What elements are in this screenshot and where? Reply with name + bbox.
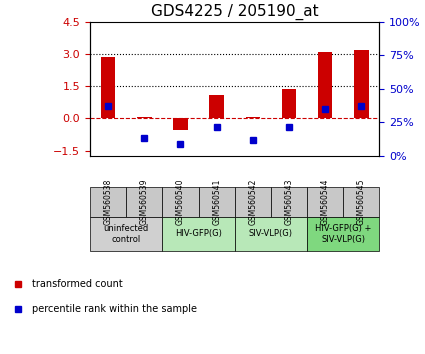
FancyBboxPatch shape [198, 187, 235, 217]
FancyBboxPatch shape [271, 187, 307, 217]
Text: SIV-VLP(G): SIV-VLP(G) [249, 229, 293, 238]
FancyBboxPatch shape [90, 217, 162, 251]
Title: GDS4225 / 205190_at: GDS4225 / 205190_at [151, 4, 319, 21]
FancyBboxPatch shape [162, 187, 198, 217]
Bar [137, 117, 151, 119]
FancyBboxPatch shape [235, 187, 271, 217]
Text: HIV-GFP(G): HIV-GFP(G) [175, 229, 222, 238]
Text: percentile rank within the sample: percentile rank within the sample [32, 304, 197, 314]
Text: uninfected
control: uninfected control [104, 224, 149, 244]
Bar [210, 95, 224, 119]
Text: HIV-GFP(G) +
SIV-VLP(G): HIV-GFP(G) + SIV-VLP(G) [315, 224, 371, 244]
Text: GSM560545: GSM560545 [357, 178, 366, 225]
FancyBboxPatch shape [162, 217, 235, 251]
FancyBboxPatch shape [307, 217, 380, 251]
Bar [282, 90, 296, 119]
Text: GSM560543: GSM560543 [284, 178, 294, 225]
Bar [173, 119, 188, 130]
Text: GSM560539: GSM560539 [140, 178, 149, 225]
Text: GSM560544: GSM560544 [321, 178, 330, 225]
Text: GSM560538: GSM560538 [104, 179, 113, 225]
Bar [354, 50, 368, 119]
FancyBboxPatch shape [235, 217, 307, 251]
Bar [101, 57, 115, 119]
FancyBboxPatch shape [307, 187, 343, 217]
Bar [246, 117, 260, 119]
FancyBboxPatch shape [90, 187, 126, 217]
Text: GSM560541: GSM560541 [212, 179, 221, 225]
FancyBboxPatch shape [126, 187, 162, 217]
FancyBboxPatch shape [343, 187, 380, 217]
Text: transformed count: transformed count [32, 279, 123, 289]
Text: GSM560542: GSM560542 [248, 179, 257, 225]
Bar [318, 52, 332, 119]
Text: infection: infection [0, 353, 1, 354]
Text: GSM560540: GSM560540 [176, 178, 185, 225]
